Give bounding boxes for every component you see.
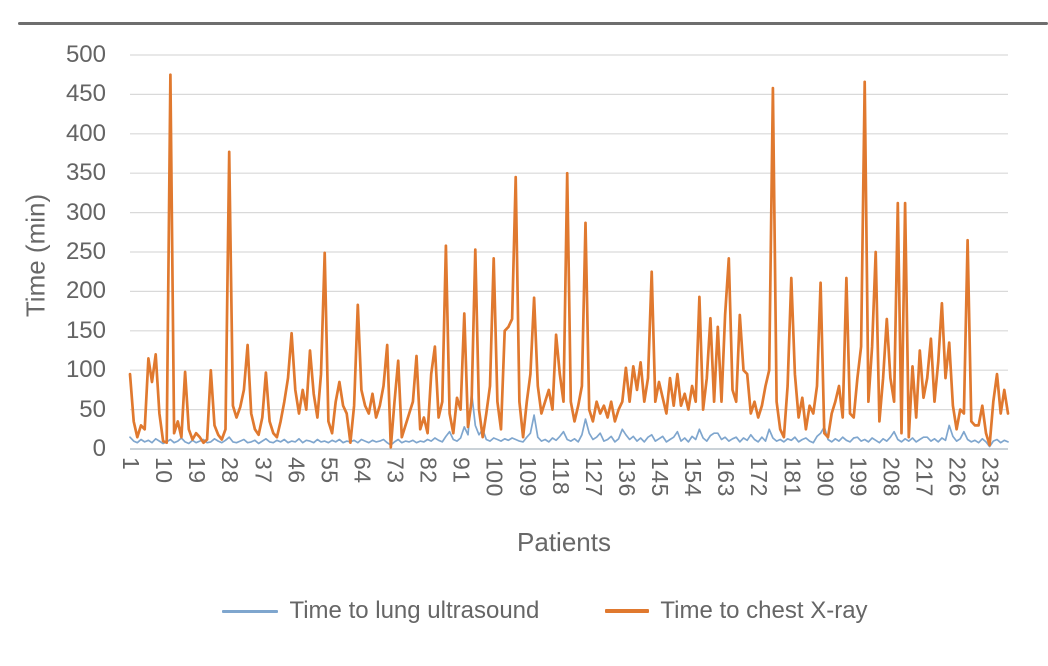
x-tick-label: 235 — [977, 457, 1004, 497]
legend-label-ultrasound: Time to lung ultrasound — [289, 597, 540, 624]
x-tick-label: 163 — [713, 457, 740, 497]
top-rule-divider — [18, 22, 1048, 25]
legend-line-ultrasound-icon — [222, 609, 279, 613]
x-tick-label: 226 — [944, 457, 971, 497]
series-line-xray — [128, 73, 1010, 449]
y-tick-label: 0 — [92, 435, 106, 462]
x-tick-label: 64 — [349, 457, 376, 484]
x-tick-label: 154 — [680, 457, 707, 497]
x-tick-label: 73 — [382, 457, 409, 484]
x-tick-label: 10 — [151, 457, 178, 484]
x-tick-label: 217 — [911, 457, 938, 497]
x-tick-label: 145 — [647, 457, 673, 497]
x-tick-label: 118 — [547, 457, 574, 496]
y-tick-label: 100 — [65, 356, 106, 384]
legend-line-xray-icon — [605, 609, 650, 613]
x-tick-label: 46 — [283, 457, 310, 484]
y-tick-label: 500 — [65, 41, 106, 68]
y-tick-label: 50 — [79, 395, 106, 423]
x-tick-label: 100 — [481, 457, 508, 497]
x-axis-title: Patients — [517, 527, 611, 557]
x-tick-label: 172 — [746, 457, 773, 497]
legend: Time to lung ultrasound Time to chest X-… — [0, 597, 1048, 625]
x-tick-label: 91 — [448, 457, 475, 484]
x-tick-label: 55 — [316, 457, 343, 484]
x-tick-label: 181 — [779, 457, 806, 497]
x-tick-label: 37 — [250, 457, 277, 484]
x-tick-label: 82 — [415, 457, 442, 484]
x-tick-label: 208 — [878, 457, 905, 497]
x-tick-label: 19 — [184, 457, 211, 484]
y-tick-label: 300 — [65, 198, 106, 226]
y-tick-label: 350 — [65, 159, 106, 187]
y-tick-label: 150 — [65, 316, 106, 344]
x-tick-label: 28 — [217, 457, 244, 484]
x-tick-label: 1 — [118, 457, 144, 471]
x-tick-label: 199 — [845, 457, 872, 497]
y-tick-label: 200 — [65, 277, 106, 305]
x-tick-label: 190 — [812, 457, 839, 497]
x-tick-label: 136 — [613, 457, 640, 497]
y-axis-title: Time (min) — [20, 193, 51, 318]
y-tick-label: 450 — [65, 80, 106, 108]
legend-item-ultrasound: Time to lung ultrasound — [222, 597, 539, 625]
y-tick-label: 250 — [65, 238, 106, 265]
series-line-ultrasound — [129, 391, 1009, 448]
legend-label-xray: Time to chest X-ray — [660, 597, 868, 624]
x-tick-label: 109 — [514, 457, 541, 497]
y-tick-label: 400 — [65, 119, 106, 147]
x-tick-label: 127 — [580, 457, 607, 497]
legend-item-xray: Time to chest X-ray — [605, 597, 868, 625]
